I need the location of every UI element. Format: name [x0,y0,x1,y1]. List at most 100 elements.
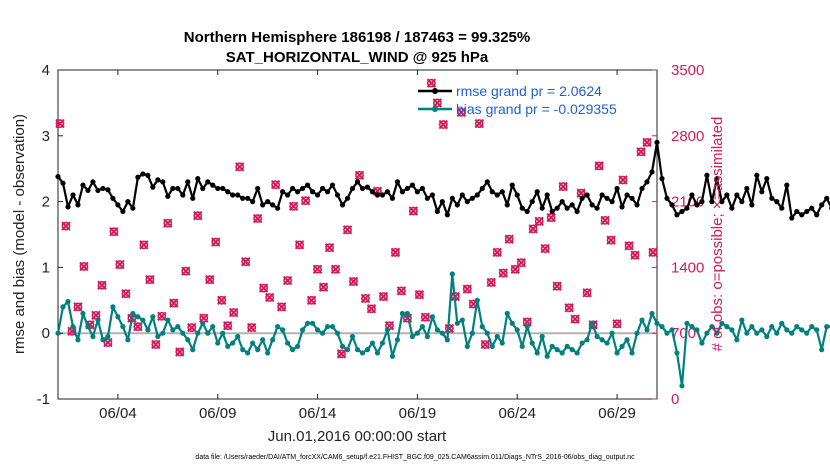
bias-point [130,310,136,317]
obs-possible-mark [109,227,119,237]
obs-possible-mark [618,175,628,185]
rmse-point [809,205,815,211]
obs-assimilated-mark [474,118,485,129]
bias-point [689,324,695,330]
rmse-point [215,185,221,192]
rmse-point [674,212,680,218]
obs-assimilated-mark [193,210,203,221]
obs-assimilated-mark [444,323,455,334]
rmse-point [399,189,406,195]
rmse-point [85,187,91,194]
bias-point [659,324,665,330]
obs-assimilated-mark [528,224,538,234]
obs-assimilated-mark [624,241,634,251]
obs-assimilated-mark [223,320,233,331]
rmse-point [629,195,635,201]
bias-point [170,327,176,333]
rmse-point [180,192,186,198]
obs-marker [211,237,221,247]
obs-assimilated-mark [199,313,209,323]
obs-marker [312,264,323,274]
bias-point [285,340,291,346]
obs-possible-mark [175,347,185,357]
bias-point [364,347,371,353]
rmse-point [654,139,660,145]
obs-possible-mark [241,257,251,267]
bias-point [709,324,715,330]
obs-assimilated-mark [534,216,544,227]
obs-marker [462,284,473,294]
obs-marker [600,215,610,226]
x-tick-label: 06/09 [199,405,237,422]
bias-point [434,327,440,333]
obs-marker [121,289,131,299]
rmse-point [344,195,351,201]
rmse-point [704,172,710,178]
obs-marker [306,295,317,306]
obs-marker [163,218,173,228]
y-tick-label-left: 3 [42,128,50,145]
obs-marker [396,286,407,296]
bias-point [270,337,276,343]
bias-point [125,337,131,343]
obs-marker [187,322,197,333]
rmse-point [589,202,595,208]
bias-point [60,304,66,310]
rmse-point [285,192,291,198]
bias-point [175,324,181,330]
bias-point [369,340,376,346]
obs-marker [151,339,161,350]
rmse-point [639,185,645,192]
rmse-point [155,177,161,183]
obs-possible-mark [474,119,484,128]
rmse-point [319,185,326,192]
obs-marker [624,241,634,251]
rmse-point [564,205,570,211]
y-tick-label-right: 1400 [671,259,704,276]
rmse-point [419,185,425,192]
rmse-point [150,184,156,190]
rmse-point [609,199,615,205]
bias-point [674,350,680,356]
obs-marker [115,259,125,270]
rmse-point [474,192,480,198]
rmse-point [394,179,401,185]
bias-point [140,317,146,323]
obs-possible-mark [492,247,502,257]
obs-marker [336,349,347,359]
bias-point [349,333,356,340]
bias-point [85,324,91,330]
bias-point [529,340,535,346]
rmse-point [260,202,266,208]
legend-bias-label: bias grand pr = -0.029355 [456,101,617,117]
obs-assimilated-mark [576,188,586,198]
rmse-point [729,205,735,211]
rmse-point [429,192,435,198]
bias-point [65,299,71,305]
rmse-point [120,208,126,215]
bias-point [280,327,286,333]
rmse-point [669,202,675,208]
rmse-point [235,192,241,198]
obs-possible-mark [133,322,143,332]
rmse-point [624,192,630,198]
rmse-point [649,169,655,175]
obs-possible-mark [277,302,287,312]
obs-marker [390,247,401,258]
obs-marker [258,283,269,293]
obs-assimilated-mark [133,321,143,332]
rmse-point [694,202,700,208]
bias-point [414,330,420,336]
x-tick-label: 06/19 [399,405,437,422]
legend-rmse-marker [432,88,438,94]
obs-assimilated-mark [330,264,341,274]
rmse-point [484,179,490,185]
obs-marker [234,162,245,172]
obs-marker [474,118,485,129]
obs-marker [246,322,257,333]
bias-point [494,333,500,340]
rmse-point [449,195,455,201]
bias-point [265,350,271,356]
rmse-point [334,192,341,198]
